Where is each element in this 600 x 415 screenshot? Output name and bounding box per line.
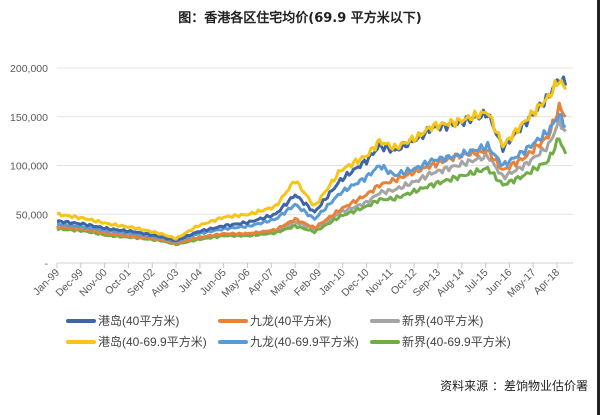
x-tick-label: Feb-09 [292,267,324,299]
legend-label: 九龙(40-69.9平方米) [250,335,359,349]
legend-item: 新界(40-69.9平方米) [370,333,511,350]
y-tick-label: 50,000 [16,209,48,221]
x-tick-label: Apr-18 [531,267,562,298]
legend-swatch [218,318,248,323]
y-tick-label: 200,000 [10,63,48,75]
legend-label: 港岛(40平方米) [98,314,180,328]
legend-item: 九龙(40平方米) [218,312,331,329]
legend-swatch [66,339,96,344]
legend-swatch [218,339,248,344]
legend-label: 新界(40-69.9平方米) [402,335,511,349]
series-line [56,75,568,243]
legend-item: 九龙(40-69.9平方米) [218,333,359,350]
legend-label: 九龙(40平方米) [250,314,332,328]
y-tick-label: 150,000 [10,112,48,124]
chart-title: 图：香港各区住宅均价(69.9 平方米以下) [178,11,422,26]
legend-label: 新界(40平方米) [402,314,484,328]
series-line [56,78,567,241]
source-note: 资料来源 ：差饷物业估价署 [440,379,588,393]
x-tick-label: Nov-11 [364,267,396,299]
series-line [55,101,567,245]
image-edge [597,0,600,415]
legend-item: 港岛(40-69.9平方米) [66,333,207,350]
legend-label: 港岛(40-69.9平方米) [98,335,207,349]
legend-item: 新界(40平方米) [370,312,483,329]
legend-swatch [370,318,400,323]
series-line [56,113,566,243]
legend-swatch [66,318,96,323]
y-tick-label: - [45,258,49,270]
y-tick-label: 100,000 [10,161,48,173]
legend-item: 港岛(40平方米) [66,312,179,329]
legend-swatch [370,339,400,344]
